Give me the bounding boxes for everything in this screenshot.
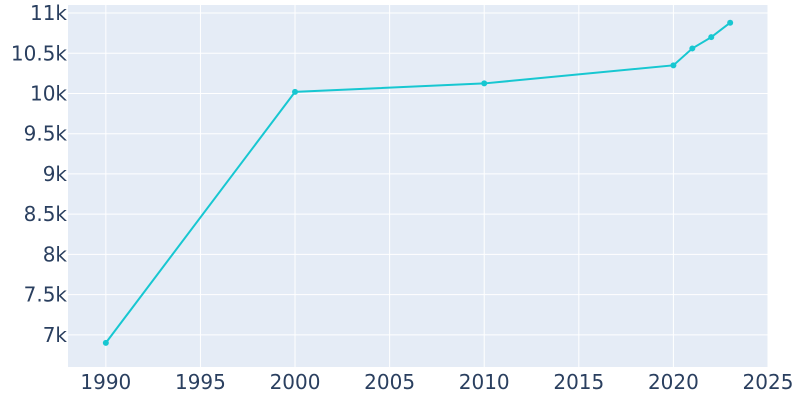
y-tick-label: 10.5k [11, 41, 68, 65]
data-point[interactable] [689, 45, 696, 52]
x-tick-label: 2020 [648, 370, 699, 394]
y-gridlines [68, 12, 768, 336]
x-tick-label: 2025 [743, 370, 794, 394]
data-point[interactable] [708, 34, 715, 41]
data-point[interactable] [670, 62, 677, 69]
plot-area [68, 5, 768, 367]
x-axis: 1990 1995 2000 2005 2010 2015 2020 2025 [80, 370, 793, 394]
y-tick-label: 10k [30, 81, 67, 105]
y-axis: 7k 7.5k 8k 8.5k 9k 9.5k 10k 10.5k 11k [11, 1, 68, 347]
y-tick-label: 7.5k [24, 283, 68, 307]
data-point[interactable] [102, 339, 109, 346]
x-tick-label: 2010 [459, 370, 510, 394]
x-tick-label: 2005 [364, 370, 415, 394]
y-tick-label: 9.5k [24, 122, 68, 146]
y-tick-label: 11k [30, 1, 67, 25]
y-tick-label: 8k [43, 242, 68, 266]
data-point[interactable] [481, 80, 488, 87]
x-tick-label: 2015 [553, 370, 604, 394]
data-point[interactable] [292, 88, 299, 95]
data-point[interactable] [727, 19, 734, 26]
x-tick-label: 1995 [175, 370, 226, 394]
y-tick-label: 8.5k [24, 202, 68, 226]
x-tick-label: 2000 [270, 370, 321, 394]
y-tick-label: 9k [43, 162, 68, 186]
series-layer [102, 19, 734, 346]
x-tick-label: 1990 [80, 370, 131, 394]
y-tick-label: 7k [43, 323, 68, 347]
